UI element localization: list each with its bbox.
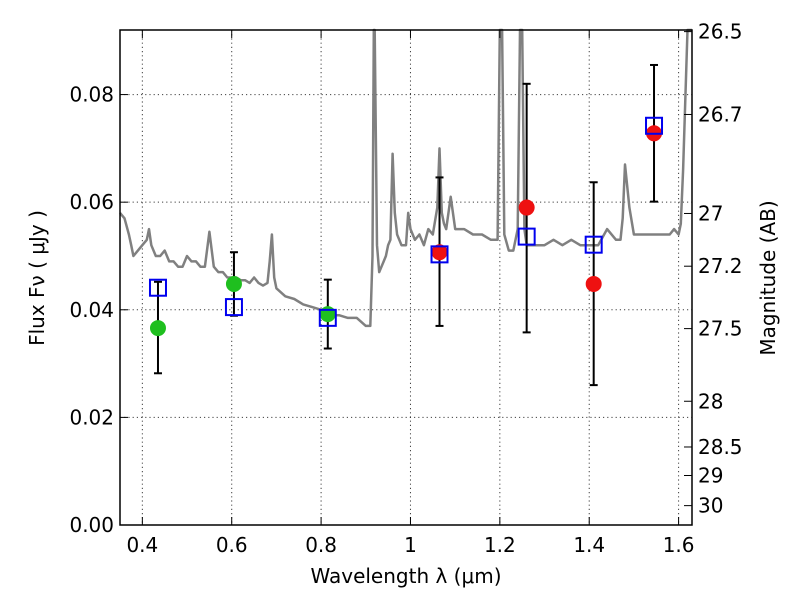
x-axis-label: Wavelength λ (μm) — [310, 564, 501, 588]
model-point-square — [148, 278, 167, 297]
x-tick-label: 1.6 — [663, 533, 695, 557]
x-tick-label: 1 — [404, 533, 417, 557]
data-point-green — [319, 306, 336, 323]
x-tick-label: 0.4 — [126, 533, 158, 557]
model-point-square — [430, 245, 449, 264]
y2-tick-label: 28 — [698, 389, 723, 413]
x-tick-label: 1.2 — [484, 533, 516, 557]
y2-tick-label: 29 — [698, 464, 723, 488]
y2-tick-label: 27.2 — [698, 254, 743, 278]
y-tick-label: 0.00 — [69, 513, 114, 537]
y-axis-label: Flux Fν ( μJy ) — [25, 210, 49, 346]
ticks: 0.4 0.6 0.8 1 1.2 1.4 1.6 0.00 0.02 0.04 0.06 0.08 2… — [69, 20, 742, 557]
x-tick-label: 0.6 — [216, 533, 248, 557]
data-point-red — [585, 275, 602, 292]
x-tick-label: 0.8 — [305, 533, 337, 557]
model-point-square — [517, 227, 536, 246]
model-point-square — [584, 235, 603, 254]
data-point-red — [518, 199, 535, 216]
y2-tick-label: 27.5 — [698, 317, 743, 341]
y2-tick-label: 30 — [698, 494, 723, 518]
y-tick-label: 0.06 — [69, 190, 114, 214]
x-tick-label: 1.4 — [573, 533, 605, 557]
spectrum-line — [119, 28, 692, 328]
data-point-green — [149, 320, 166, 337]
grid — [120, 30, 692, 526]
model-point-square — [318, 308, 337, 327]
y2-tick-label: 26.5 — [698, 20, 743, 44]
y-tick-label: 0.02 — [69, 405, 114, 429]
y2-tick-label: 26.7 — [698, 102, 743, 126]
model-point-square — [645, 116, 664, 135]
y-tick-label: 0.08 — [69, 83, 114, 107]
data-point-green — [225, 275, 242, 292]
plot-area — [119, 28, 692, 387]
plot-frame — [119, 29, 693, 526]
y2-tick-label: 28.5 — [698, 435, 743, 459]
y-tick-label: 0.04 — [69, 298, 114, 322]
y2-tick-label: 27 — [698, 201, 723, 225]
y2-axis-label: Magnitude (AB) — [756, 200, 780, 355]
model-point-square — [224, 298, 243, 317]
